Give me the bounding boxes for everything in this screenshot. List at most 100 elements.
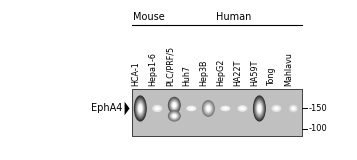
Ellipse shape bbox=[290, 105, 297, 112]
Ellipse shape bbox=[254, 98, 265, 119]
Ellipse shape bbox=[292, 107, 295, 110]
Text: HepG2: HepG2 bbox=[216, 59, 225, 86]
Ellipse shape bbox=[274, 107, 279, 110]
Ellipse shape bbox=[134, 96, 146, 120]
Ellipse shape bbox=[169, 111, 180, 121]
Ellipse shape bbox=[240, 107, 245, 110]
Bar bbox=[132, 89, 302, 136]
Ellipse shape bbox=[153, 105, 162, 112]
Ellipse shape bbox=[223, 107, 228, 110]
Ellipse shape bbox=[222, 106, 229, 111]
Ellipse shape bbox=[170, 112, 179, 120]
Ellipse shape bbox=[136, 99, 145, 118]
Text: Tong: Tong bbox=[267, 68, 276, 86]
Ellipse shape bbox=[238, 105, 247, 112]
Ellipse shape bbox=[187, 106, 196, 111]
Ellipse shape bbox=[255, 99, 264, 118]
Ellipse shape bbox=[155, 107, 160, 110]
Ellipse shape bbox=[273, 106, 280, 111]
Text: Mahlavu: Mahlavu bbox=[285, 52, 293, 86]
Ellipse shape bbox=[221, 106, 230, 111]
Text: -100: -100 bbox=[308, 124, 327, 133]
Ellipse shape bbox=[205, 104, 211, 112]
Ellipse shape bbox=[272, 105, 281, 112]
Ellipse shape bbox=[172, 114, 177, 118]
Ellipse shape bbox=[170, 112, 178, 120]
Ellipse shape bbox=[172, 102, 177, 108]
Ellipse shape bbox=[253, 95, 266, 122]
Text: Huh7: Huh7 bbox=[182, 65, 191, 86]
Ellipse shape bbox=[170, 99, 179, 111]
Ellipse shape bbox=[291, 106, 296, 111]
Bar bbox=[132, 89, 302, 136]
Ellipse shape bbox=[253, 96, 265, 120]
Ellipse shape bbox=[256, 102, 262, 115]
Ellipse shape bbox=[290, 105, 297, 112]
Ellipse shape bbox=[171, 101, 177, 109]
Polygon shape bbox=[125, 102, 130, 115]
Ellipse shape bbox=[290, 106, 296, 111]
Ellipse shape bbox=[222, 107, 229, 110]
Ellipse shape bbox=[205, 104, 212, 113]
Ellipse shape bbox=[187, 106, 195, 111]
Text: HCA-1: HCA-1 bbox=[131, 62, 140, 86]
Ellipse shape bbox=[135, 98, 146, 119]
Text: -150: -150 bbox=[308, 104, 327, 113]
Ellipse shape bbox=[273, 106, 280, 111]
Ellipse shape bbox=[169, 111, 180, 121]
Ellipse shape bbox=[154, 106, 161, 111]
Ellipse shape bbox=[288, 104, 298, 113]
Ellipse shape bbox=[172, 103, 176, 108]
Ellipse shape bbox=[222, 107, 228, 110]
Ellipse shape bbox=[137, 101, 144, 116]
Ellipse shape bbox=[206, 106, 210, 111]
Ellipse shape bbox=[238, 106, 247, 111]
Ellipse shape bbox=[288, 104, 299, 113]
Ellipse shape bbox=[272, 105, 281, 112]
Ellipse shape bbox=[203, 102, 213, 115]
Ellipse shape bbox=[136, 100, 145, 117]
Ellipse shape bbox=[188, 107, 195, 110]
Ellipse shape bbox=[240, 107, 244, 110]
Ellipse shape bbox=[134, 95, 147, 122]
Text: HA59T: HA59T bbox=[250, 60, 260, 86]
Ellipse shape bbox=[154, 106, 161, 111]
Ellipse shape bbox=[187, 106, 196, 111]
Ellipse shape bbox=[206, 105, 211, 112]
Ellipse shape bbox=[155, 107, 159, 110]
Ellipse shape bbox=[255, 100, 263, 117]
Ellipse shape bbox=[189, 107, 193, 110]
Ellipse shape bbox=[256, 101, 263, 116]
Ellipse shape bbox=[275, 107, 278, 110]
Ellipse shape bbox=[239, 106, 246, 111]
Text: Mouse: Mouse bbox=[133, 12, 165, 22]
Ellipse shape bbox=[289, 105, 298, 112]
Ellipse shape bbox=[257, 103, 262, 114]
Text: Hepa1-6: Hepa1-6 bbox=[148, 52, 157, 86]
Ellipse shape bbox=[190, 108, 193, 109]
Ellipse shape bbox=[189, 107, 194, 110]
Ellipse shape bbox=[257, 104, 261, 112]
Ellipse shape bbox=[202, 100, 215, 117]
Ellipse shape bbox=[171, 113, 177, 119]
Ellipse shape bbox=[203, 101, 214, 115]
Text: Hep3B: Hep3B bbox=[199, 60, 208, 86]
Ellipse shape bbox=[152, 105, 162, 112]
Ellipse shape bbox=[220, 106, 231, 111]
Ellipse shape bbox=[171, 113, 178, 119]
Ellipse shape bbox=[137, 102, 144, 115]
Ellipse shape bbox=[271, 105, 282, 112]
Ellipse shape bbox=[237, 105, 247, 112]
Text: EphA4: EphA4 bbox=[91, 104, 122, 113]
Ellipse shape bbox=[169, 97, 180, 113]
Ellipse shape bbox=[153, 105, 161, 112]
Text: HA22T: HA22T bbox=[233, 60, 242, 86]
Ellipse shape bbox=[168, 97, 181, 114]
Ellipse shape bbox=[169, 98, 180, 112]
Ellipse shape bbox=[171, 100, 178, 110]
Ellipse shape bbox=[273, 106, 279, 111]
Ellipse shape bbox=[223, 107, 227, 110]
Ellipse shape bbox=[275, 107, 278, 110]
Ellipse shape bbox=[172, 114, 176, 118]
Ellipse shape bbox=[241, 108, 244, 109]
